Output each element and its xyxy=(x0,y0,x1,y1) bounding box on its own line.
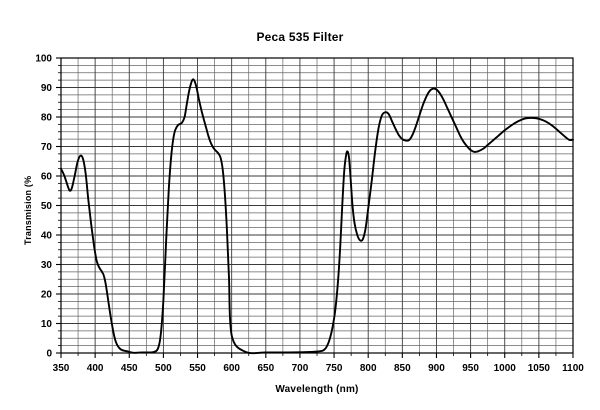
axis-ticks xyxy=(56,57,574,358)
y-tick-label: 30 xyxy=(41,260,53,271)
x-tick-label: 500 xyxy=(155,363,172,374)
y-tick-labels: 0 10 20 30 40 50 60 70 80 90 100 xyxy=(35,54,52,360)
x-tick-label: 1000 xyxy=(494,363,517,374)
x-tick-label: 550 xyxy=(189,363,206,374)
x-tick-label: 700 xyxy=(292,363,309,374)
y-tick-label: 20 xyxy=(41,290,53,301)
data-series-line xyxy=(60,78,574,355)
x-tick-labels: 350 400 450 500 550 600 650 700 750 800 850 900 950 1… xyxy=(53,363,585,374)
x-tick-label: 850 xyxy=(394,363,411,374)
y-tick-label: 90 xyxy=(41,83,53,94)
x-tick-label: 1100 xyxy=(562,363,584,374)
chart-title: Peca 535 Filter xyxy=(256,30,344,44)
x-tick-label: 900 xyxy=(428,363,445,374)
x-tick-label: 650 xyxy=(257,363,274,374)
y-tick-label: 50 xyxy=(41,201,53,212)
x-axis-label: Wavelength (nm) xyxy=(275,384,359,395)
y-tick-label: 100 xyxy=(35,54,52,65)
x-tick-label: 450 xyxy=(121,363,138,374)
x-tick-label: 350 xyxy=(53,363,70,374)
y-tick-label: 10 xyxy=(41,319,53,330)
y-tick-label: 0 xyxy=(46,349,52,360)
plot-frame xyxy=(60,57,574,354)
x-tick-label: 800 xyxy=(360,363,377,374)
x-tick-label: 950 xyxy=(462,363,479,374)
y-tick-label: 70 xyxy=(41,142,53,153)
x-tick-label: 750 xyxy=(326,363,343,374)
x-tick-label: 400 xyxy=(87,363,104,374)
x-tick-label: 600 xyxy=(223,363,240,374)
y-tick-label: 80 xyxy=(41,113,53,124)
grid-minor-lines xyxy=(61,58,573,353)
y-tick-label: 40 xyxy=(41,231,53,242)
x-tick-label: 1050 xyxy=(528,363,551,374)
y-tick-label: 60 xyxy=(41,172,53,183)
